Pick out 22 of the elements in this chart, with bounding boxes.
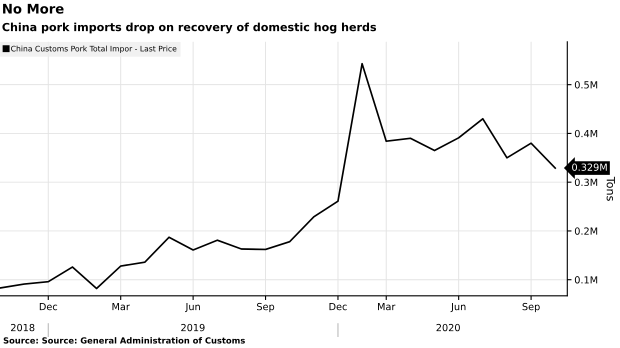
- text: 2020: [436, 324, 460, 332]
- source-note: Source: Source: General Administration of Customs: [4, 337, 245, 344]
- data-label: 0.329M: [572, 164, 607, 171]
- chart-subtitle: China pork imports drop on recovery of domestic hog herds: [2, 22, 376, 34]
- x-tick-label: Sep: [522, 302, 540, 312]
- y-tick-label: 0.3M: [574, 178, 598, 186]
- x-tick-label: Mar: [378, 303, 396, 310]
- x-tick-label: Dec: [40, 303, 58, 310]
- x-tick-label: Jun: [450, 303, 466, 312]
- y-tick-label: 0.4M: [574, 130, 598, 138]
- y-tick-label: 0.2M: [574, 227, 598, 235]
- y-axis-title: Tons: [606, 176, 615, 201]
- line-series: [0, 62, 556, 290]
- x-tick-label: Dec: [330, 303, 347, 310]
- x-tick-label: Mar: [112, 303, 130, 310]
- x-tick-label: Jun: [185, 303, 200, 312]
- chart-title: No More: [3, 4, 64, 14]
- y-tick-label: 0.1M: [574, 276, 598, 284]
- text: 2019: [181, 324, 205, 332]
- x-tick-label: Sep: [257, 302, 274, 312]
- y-tick-label: 0.5M: [574, 81, 598, 88]
- text: 2018: [11, 324, 34, 332]
